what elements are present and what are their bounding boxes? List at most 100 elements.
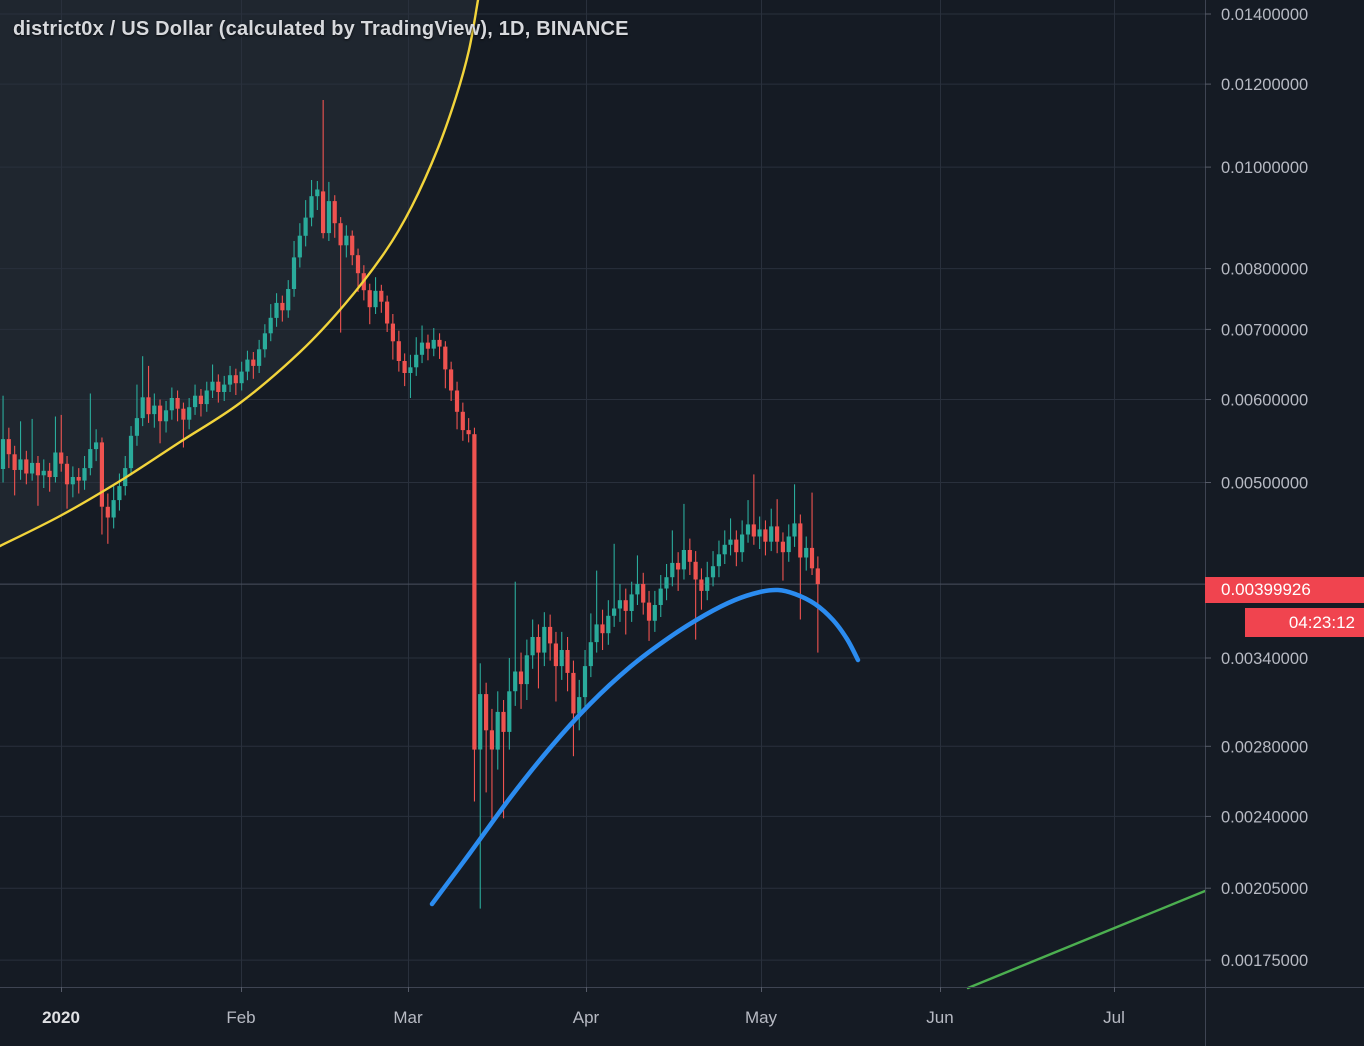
time-tick-label: Jul: [1103, 1008, 1125, 1027]
candle-wick: [20, 421, 22, 480]
candle: [309, 180, 314, 227]
candle-body: [780, 541, 785, 553]
candle: [559, 631, 564, 680]
candle-body: [379, 290, 384, 302]
candle: [53, 416, 58, 483]
candle-body: [390, 323, 395, 342]
candle-body: [775, 526, 780, 542]
candle-body: [88, 449, 93, 469]
candle: [472, 427, 477, 802]
candle-body: [105, 506, 110, 518]
candle: [600, 609, 605, 650]
candle-body: [588, 642, 593, 667]
candle-wick: [37, 456, 39, 506]
candle: [315, 181, 320, 210]
candle: [117, 473, 122, 511]
candle: [41, 459, 46, 488]
drawing-overlays-layer[interactable]: [0, 0, 1207, 990]
candle: [804, 536, 809, 571]
time-tick-label: Jun: [926, 1008, 953, 1027]
candle: [88, 393, 93, 476]
candle: [99, 437, 104, 535]
parabola-shaded-region: [0, 0, 478, 546]
time-tick-label: May: [745, 1008, 778, 1027]
candle-body: [646, 602, 652, 621]
candle-body: [786, 536, 791, 553]
candle-wick: [182, 402, 184, 448]
candle-wick: [142, 356, 144, 427]
candle-body: [402, 361, 407, 373]
candle: [326, 181, 331, 241]
candle-body: [553, 643, 558, 667]
candle: [0, 395, 6, 483]
candle-body: [163, 410, 169, 422]
candle: [152, 393, 157, 428]
candle: [297, 223, 302, 268]
candle-body: [332, 201, 337, 224]
candle-body: [740, 534, 745, 553]
candle: [693, 551, 698, 640]
candle: [163, 401, 169, 433]
candle-body: [687, 550, 692, 562]
candle-body: [513, 671, 518, 692]
candle-wick: [14, 445, 16, 496]
candle-body: [338, 223, 343, 246]
candle: [222, 375, 227, 401]
candle-body: [233, 375, 238, 384]
candle-wick: [136, 384, 138, 446]
green-trendline[interactable]: [966, 889, 1207, 990]
candle-body: [652, 605, 657, 621]
candle: [227, 365, 233, 392]
candle-body: [425, 342, 430, 349]
yellow-parabola-curve[interactable]: [0, 0, 480, 548]
candle-body: [745, 524, 751, 535]
candle: [699, 568, 704, 610]
candle: [617, 584, 622, 622]
candle-wick: [107, 493, 109, 544]
candle: [338, 217, 343, 333]
candle: [187, 398, 192, 430]
candle-wick: [514, 581, 516, 706]
candle: [105, 493, 110, 544]
candle-body: [664, 577, 669, 589]
candle: [716, 540, 721, 578]
candle: [350, 230, 355, 266]
time-axis[interactable]: [0, 987, 1205, 1046]
candle-body: [548, 626, 553, 644]
candle-body: [623, 600, 628, 611]
candle-body: [734, 539, 739, 553]
candle-wick: [776, 499, 778, 554]
candles-layer: [0, 100, 820, 909]
candle-body: [128, 435, 134, 469]
price-tick-label: 0.00700000: [1221, 321, 1308, 339]
candle-body: [297, 235, 302, 258]
candle-wick: [596, 570, 598, 653]
candle-body: [518, 671, 524, 685]
price-tick-label: 0.00175000: [1221, 952, 1308, 970]
candle: [59, 414, 64, 472]
candle-wick: [49, 462, 51, 492]
candle: [47, 462, 52, 492]
candle: [606, 600, 611, 645]
candle-wick: [782, 532, 784, 581]
candle-body: [30, 462, 35, 474]
candle: [809, 492, 815, 575]
candle-body: [466, 430, 471, 435]
candle: [286, 280, 291, 318]
candle-body: [804, 547, 809, 558]
candle-body: [699, 579, 704, 591]
price-axis[interactable]: [1205, 0, 1364, 987]
candle-wick: [811, 492, 813, 575]
candle-body: [536, 637, 541, 653]
candle: [82, 456, 87, 490]
candle-body: [309, 196, 314, 218]
candle-body: [53, 452, 58, 477]
price-tick-label: 0.01400000: [1221, 6, 1308, 24]
blue-arc-curve[interactable]: [429, 587, 861, 907]
candle: [658, 575, 663, 617]
candle: [676, 552, 681, 591]
candle-wick: [671, 530, 673, 587]
candle-body: [489, 730, 494, 750]
candle: [181, 402, 186, 448]
